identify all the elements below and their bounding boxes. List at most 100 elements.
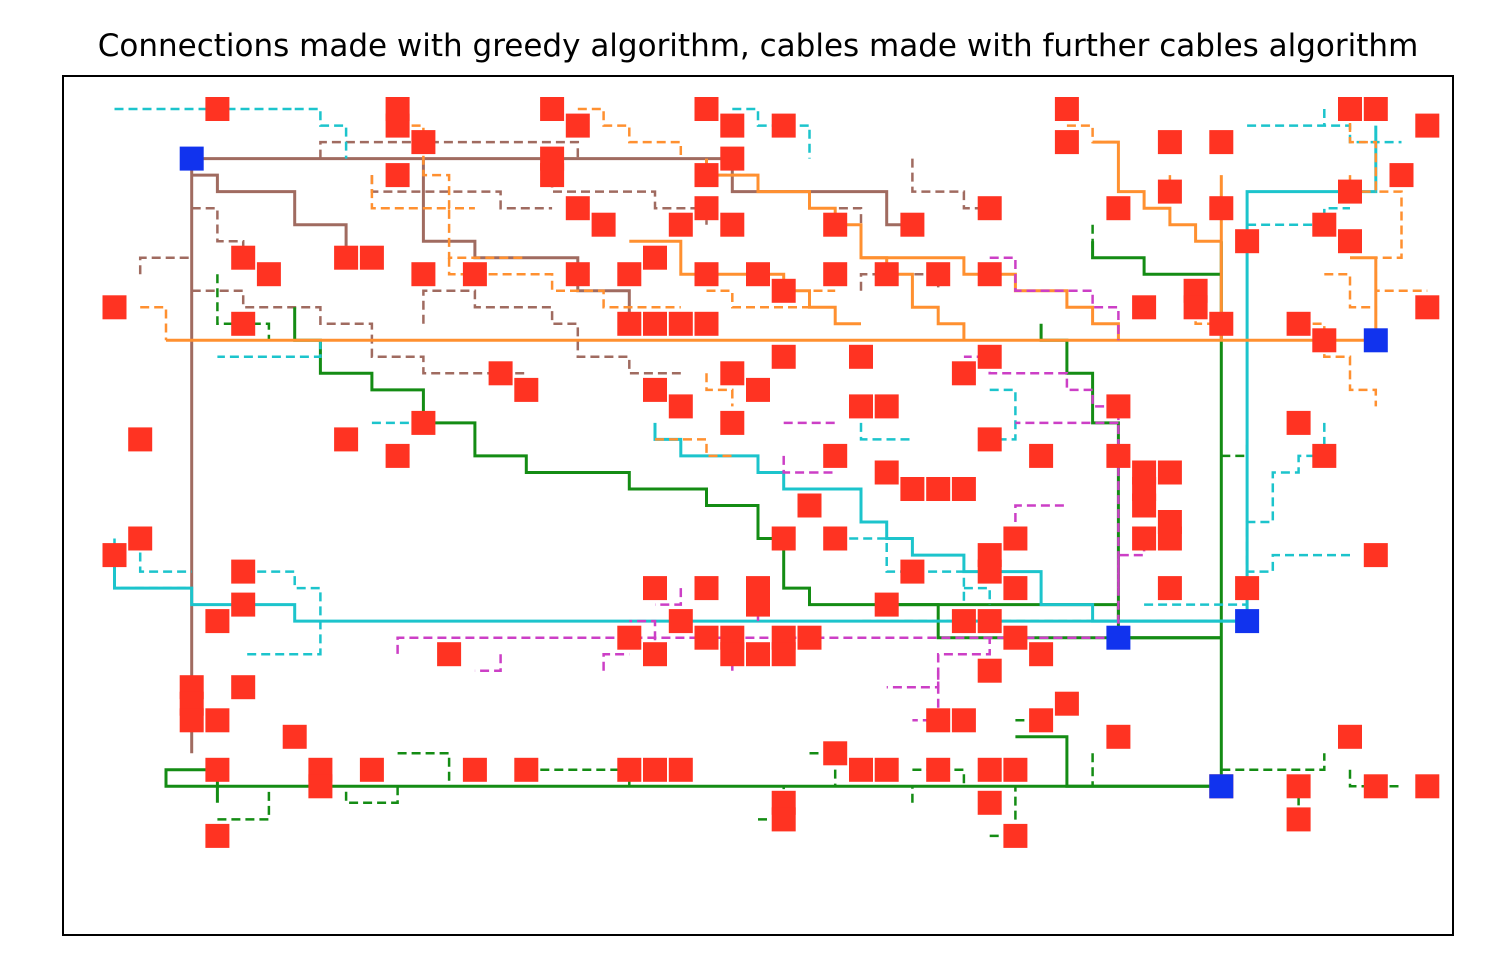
cable-green-dashed-22 [397,752,451,787]
house-marker-142 [1054,691,1079,716]
house-marker-46 [746,262,770,287]
house-marker-42 [565,262,590,287]
cable-magenta-dashed-86 [886,636,1119,689]
cable-magenta-dashed-96 [989,256,1120,341]
house-marker-93 [900,477,925,501]
house-marker-20 [694,163,719,188]
house-marker-117 [1235,576,1260,601]
house-marker-139 [977,658,1002,683]
house-marker-40 [411,262,436,287]
house-marker-67 [849,344,873,369]
cable-magenta-dashed-83 [1117,538,1146,638]
house-marker-55 [1183,295,1208,320]
chart-title: Connections made with greedy algorithm, … [97,28,1419,64]
house-marker-77 [849,394,873,419]
cable-cyan-dashed-43 [732,107,811,159]
house-marker-71 [488,361,513,386]
house-marker-21 [1157,179,1182,204]
house-marker-153 [514,757,539,782]
cable-orange-dashed-82 [655,438,733,458]
house-marker-34 [1235,229,1260,254]
house-marker-113 [900,559,925,584]
cable-brown-solid-3 [421,158,631,324]
house-marker-48 [874,262,899,287]
house-marker-61 [102,295,127,320]
house-marker-37 [334,245,359,270]
house-marker-83 [128,427,153,452]
cable-green-dashed-25 [526,768,631,787]
house-marker-65 [1312,328,1337,353]
house-marker-164 [1286,774,1311,799]
cable-orange-dashed-71 [447,257,681,309]
cable-cyan-dashed-58 [989,388,1017,441]
cable-cyan-dashed-47 [217,340,322,359]
house-marker-149 [1338,724,1362,749]
house-marker-32 [823,212,848,237]
house-marker-131 [643,642,667,667]
house-marker-100 [128,526,153,551]
cable-orange-dashed-68 [577,107,683,159]
house-marker-154 [617,757,642,782]
house-marker-41 [462,262,487,287]
house-marker-119 [746,592,770,617]
house-marker-157 [823,741,848,766]
battery-marker-magenta-4 [1106,625,1131,650]
cable-green-solid-17 [1015,735,1222,788]
house-marker-106 [1157,526,1182,551]
house-marker-50 [977,262,1002,287]
house-marker-94 [926,477,951,501]
cable-orange-solid-64 [861,256,1120,341]
house-marker-14 [1157,130,1182,155]
cable-cyan-dashed-53 [835,537,966,605]
house-marker-66 [771,344,796,369]
cable-green-solid-19 [1091,241,1222,276]
house-marker-129 [1003,625,1028,650]
cable-orange-solid-63 [705,158,966,341]
house-marker-169 [205,823,230,848]
house-marker-104 [1003,526,1028,551]
cable-cyan-dashed-55 [1245,422,1326,622]
house-marker-165 [1363,774,1388,799]
house-marker-110 [643,576,667,601]
house-marker-45 [694,262,719,287]
battery-marker-cyan-3 [1235,609,1260,634]
cable-cyan-dashed-51 [138,538,192,573]
house-marker-59 [1209,311,1234,336]
house-marker-7 [385,113,410,138]
house-marker-121 [205,609,230,634]
house-marker-57 [668,311,693,336]
battery-marker-orange-1 [1363,328,1388,353]
house-marker-0 [205,97,230,121]
cable-brown-dashed-9 [370,175,553,210]
house-marker-148 [1106,724,1131,749]
house-marker-88 [1106,443,1131,468]
house-marker-26 [977,196,1002,221]
house-marker-15 [1209,130,1234,155]
house-marker-38 [359,245,384,270]
house-marker-123 [951,609,976,634]
cable-magenta-dashed-95 [1014,504,1067,522]
house-marker-29 [591,212,616,237]
house-marker-105 [1132,526,1157,551]
house-marker-173 [308,774,333,799]
house-marker-73 [643,377,667,402]
cable-cyan-dashed-59 [859,422,913,441]
house-marker-2 [540,97,565,121]
house-marker-33 [900,212,925,237]
house-marker-159 [874,757,899,782]
house-marker-75 [668,394,693,419]
house-marker-76 [720,410,745,435]
house-marker-141 [951,708,976,733]
house-marker-134 [771,642,796,667]
house-marker-168 [977,790,1002,815]
house-marker-81 [411,410,436,435]
cable-magenta-dashed-91 [629,619,657,655]
batteries-layer [179,146,1388,799]
cable-orange-dashed-73 [1066,124,1119,144]
house-marker-89 [1312,443,1337,468]
house-marker-44 [643,245,667,270]
house-marker-145 [1029,708,1054,733]
house-marker-160 [926,757,951,782]
cable-brown-dashed-7 [422,289,681,375]
